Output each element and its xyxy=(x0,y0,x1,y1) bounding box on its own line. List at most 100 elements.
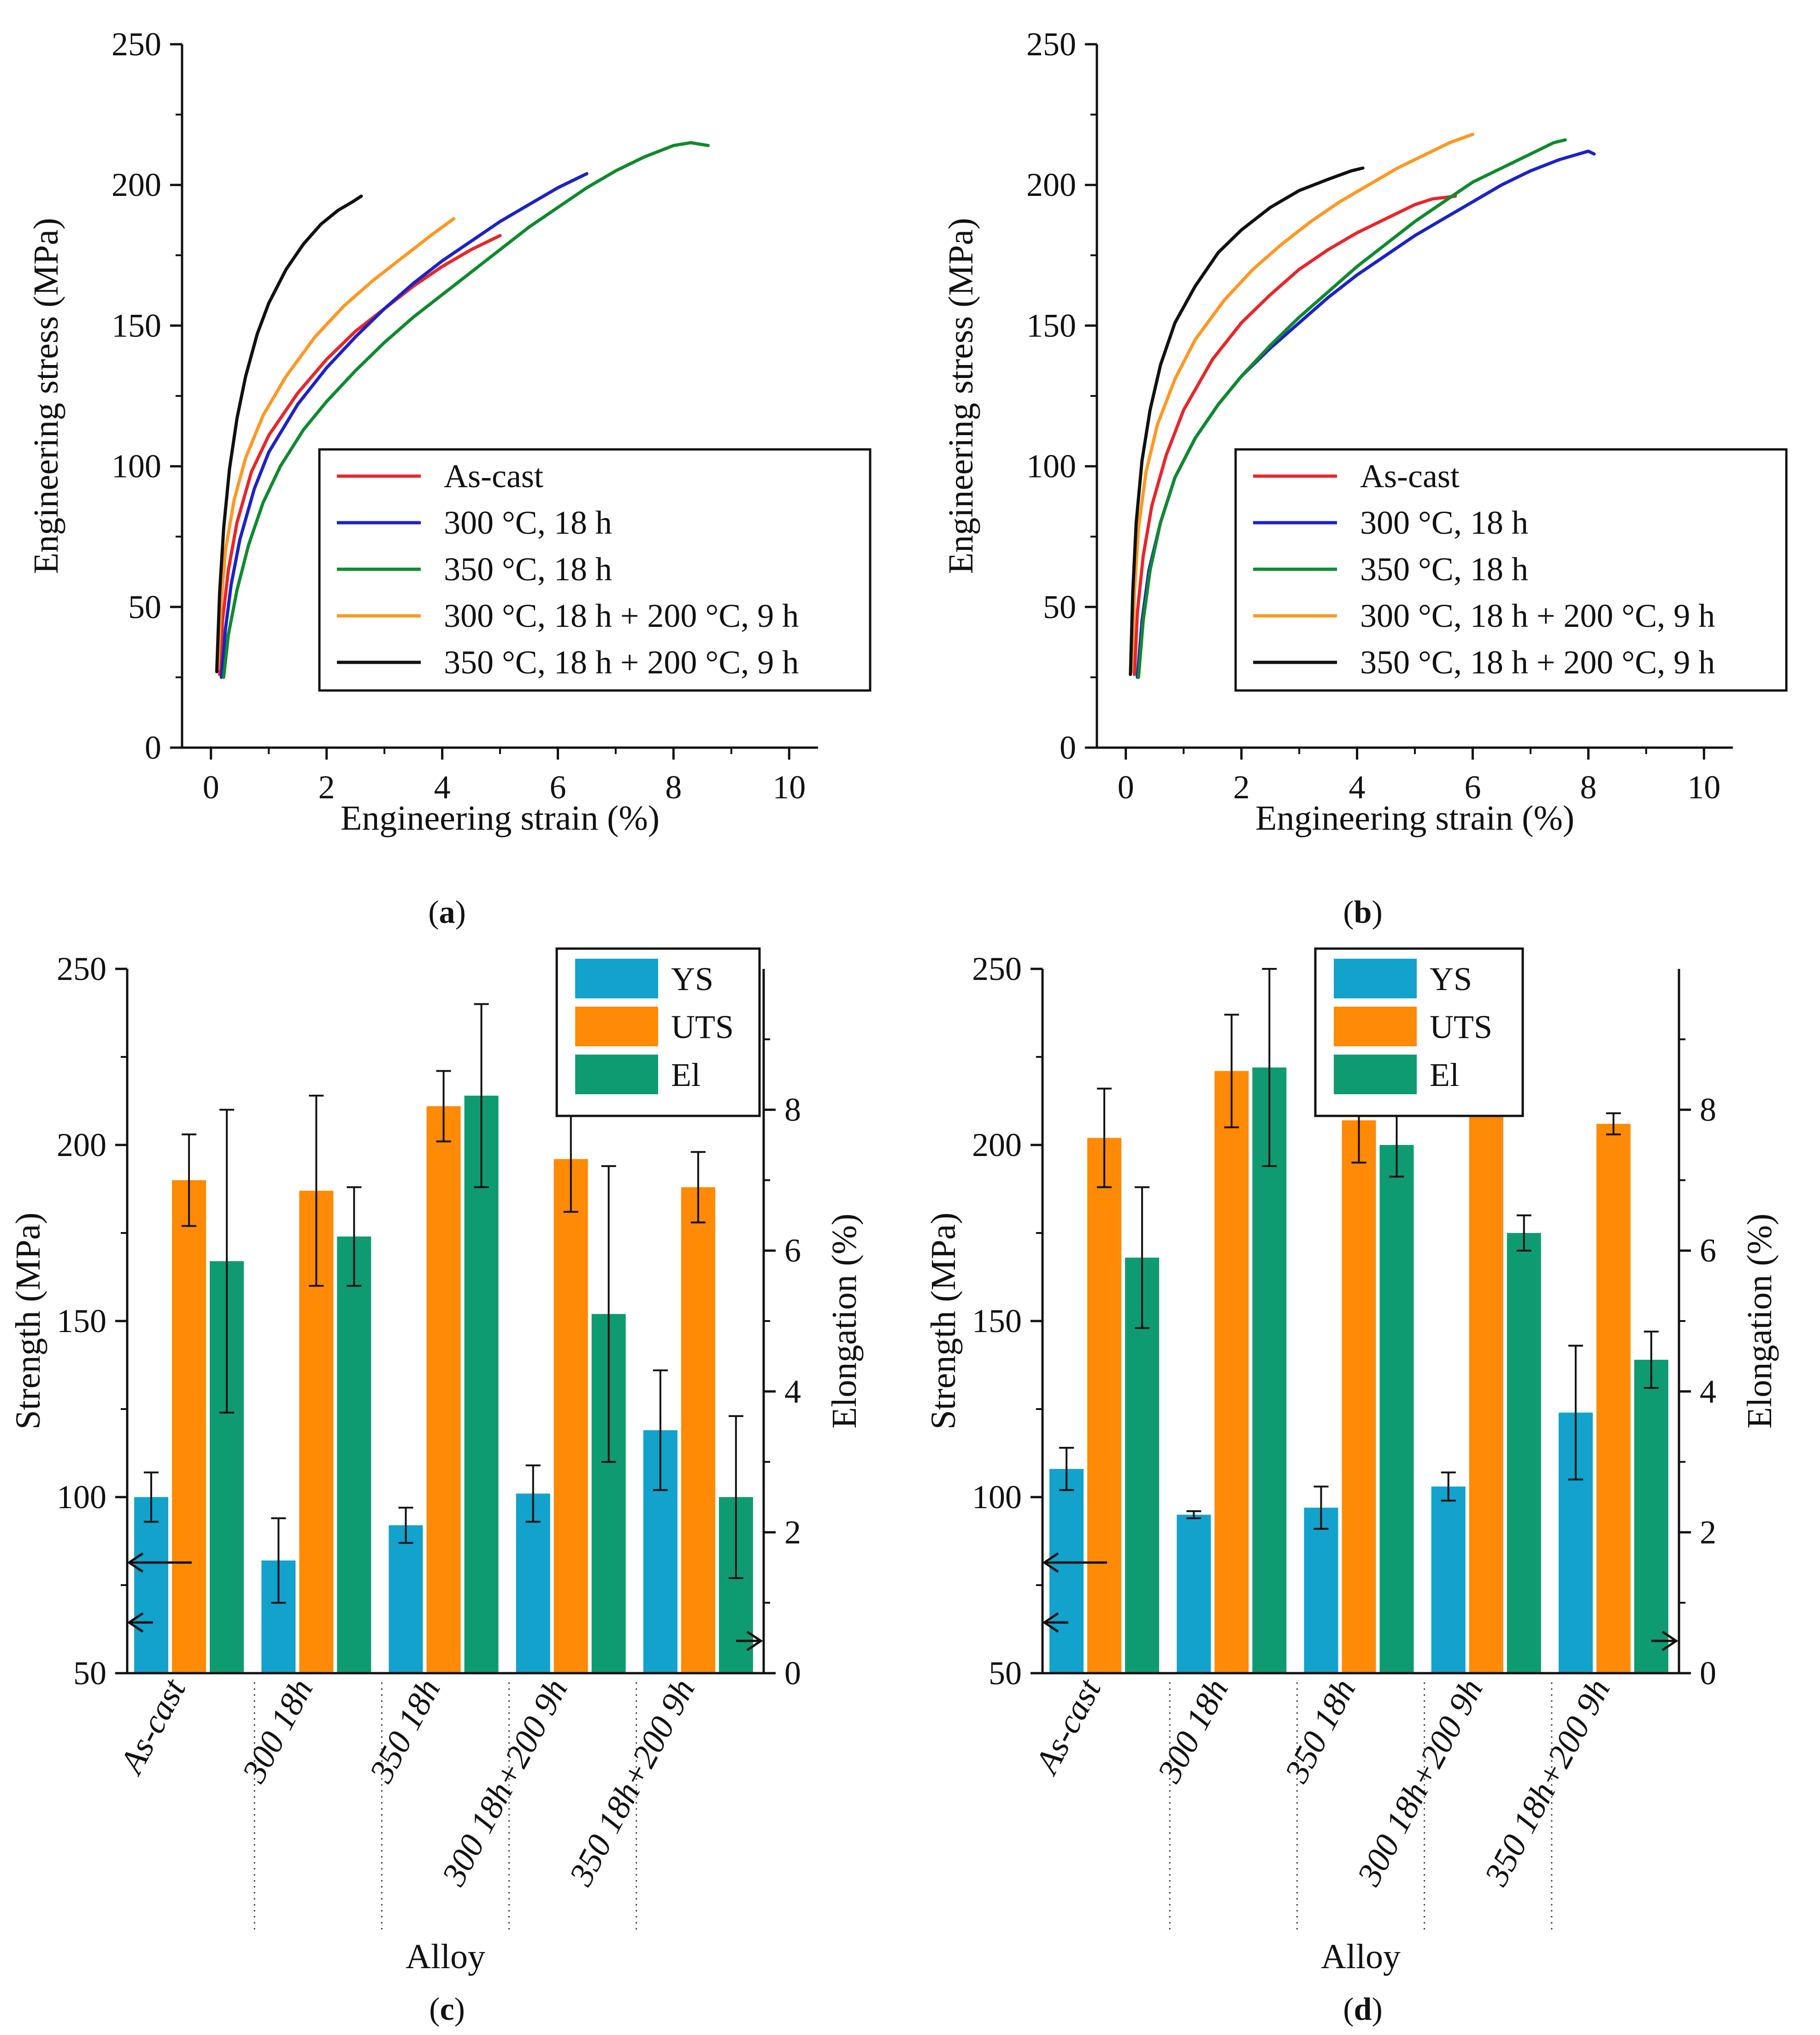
x-tick-label-6: 6 xyxy=(549,769,566,806)
y2-tick-label-8: 8 xyxy=(784,1091,801,1128)
x-tick-label-6: 6 xyxy=(1464,769,1481,806)
legend-label-300-c-18-h: 300 °C, 18 h xyxy=(444,504,612,541)
panel-label-d-letter: d xyxy=(1354,1992,1372,2027)
panel-label-b-letter: b xyxy=(1354,895,1372,930)
legend: As-cast 300 °C, 18 h 350 °C, 18 h 300 °C, 1… xyxy=(318,448,872,692)
x-tick-label-10: 10 xyxy=(772,769,806,806)
bar-uts-as-cast xyxy=(1087,1138,1122,1673)
y-tick-label-50: 50 xyxy=(128,589,161,625)
y2-tick-label-4: 4 xyxy=(784,1373,801,1410)
legend-label-uts: UTS xyxy=(1430,1009,1492,1045)
panel-label-c: (c) xyxy=(429,1992,465,2027)
panel-label-a-letter: a xyxy=(439,895,455,930)
y-tick-label-200: 200 xyxy=(57,1127,106,1163)
y-tick-label-150: 150 xyxy=(1026,307,1076,344)
y-tick-label-100: 100 xyxy=(112,448,161,485)
y-axis-label: Strength (MPa) xyxy=(924,1213,963,1430)
y2-axis-label: Elongation (%) xyxy=(825,1214,864,1428)
x-axis-label: Alloy xyxy=(1321,1937,1401,1976)
legend-label-ys: YS xyxy=(1430,961,1472,997)
arrow-left-lower-head xyxy=(1042,1612,1059,1633)
bar-ys-as-cast xyxy=(134,1497,169,1673)
y-axis-label: Engineering stress (MPa) xyxy=(27,218,65,574)
series-line-350-c-18-h-200-c-9-h xyxy=(1129,166,1365,676)
bar-el-300-18h-200-9h xyxy=(1507,1233,1541,1673)
y-axis-label: Strength (MPa) xyxy=(9,1213,47,1430)
panel-label-c-letter: c xyxy=(440,1992,454,2027)
y-tick-label-250: 250 xyxy=(972,950,1022,987)
bar-ys-300-18h-200-9h xyxy=(1431,1486,1466,1673)
x-tick-label-2: 2 xyxy=(318,769,335,806)
y2-tick-label-2: 2 xyxy=(1700,1514,1716,1551)
bar-ys-350-18h xyxy=(389,1525,423,1673)
x-tick-label-4: 4 xyxy=(1349,769,1366,806)
y-tick-label-50: 50 xyxy=(1043,589,1076,625)
y-tick-label-150: 150 xyxy=(57,1303,106,1339)
bar-ys-350-18h xyxy=(1304,1507,1338,1673)
panel-label-b: (b) xyxy=(1343,895,1383,930)
bar-el-350-18h xyxy=(1379,1145,1414,1673)
arrow-right-head xyxy=(1661,1630,1679,1652)
y-tick-label-250: 250 xyxy=(112,26,161,63)
legend-label-ys: YS xyxy=(671,961,713,997)
legend-label-300-c-18-h: 300 °C, 18 h xyxy=(1360,504,1528,541)
y-tick-label-100: 100 xyxy=(1026,448,1076,485)
bar-ys-as-cast xyxy=(1049,1469,1084,1673)
arrow-left-upper-head xyxy=(127,1552,144,1573)
x-tick-label-2: 2 xyxy=(1233,769,1250,806)
legend-label-uts: UTS xyxy=(671,1009,734,1045)
y-tick-label-250: 250 xyxy=(57,950,106,987)
arrow-left-lower-head xyxy=(127,1612,144,1633)
legend-swatch-uts xyxy=(1334,1007,1417,1046)
y-tick-label-50: 50 xyxy=(73,1655,106,1692)
y-tick-label-100: 100 xyxy=(972,1479,1022,1516)
legend-label-350-c-18-h-200-c-9-h: 350 °C, 18 h + 200 °C, 9 h xyxy=(444,644,799,681)
legend-swatch-el xyxy=(1334,1055,1417,1094)
bar-uts-350-18h xyxy=(1342,1120,1376,1673)
bar-el-350-18h xyxy=(464,1096,499,1673)
bar-el-350-18h-200-9h xyxy=(1634,1360,1668,1673)
legend: YS UTS El xyxy=(1314,947,1524,1117)
legend-swatch-uts xyxy=(575,1007,658,1046)
series-line-as-cast xyxy=(1133,195,1457,676)
bar-uts-as-cast xyxy=(172,1180,206,1673)
x-axis-label: Alloy xyxy=(406,1937,485,1976)
series-line-350-c-18-h xyxy=(222,141,710,679)
legend-swatch-ys xyxy=(575,959,658,998)
panel-label-a: (a) xyxy=(428,895,466,930)
series-line-300-c-18-h-200-c-9-h xyxy=(216,217,456,671)
y-axis-label: Engineering stress (MPa) xyxy=(942,218,980,574)
y2-tick-label-0: 0 xyxy=(1700,1655,1716,1692)
y-tick-label-150: 150 xyxy=(112,307,161,344)
y2-tick-label-0: 0 xyxy=(784,1655,801,1692)
y-tick-label-0: 0 xyxy=(1060,729,1076,766)
legend-label-el: El xyxy=(1430,1056,1459,1093)
bar-ys-300-18h-200-9h xyxy=(516,1493,550,1673)
series-line-300-c-18-h xyxy=(219,172,589,679)
legend-swatch-el xyxy=(575,1055,658,1094)
legend: As-cast 300 °C, 18 h 350 °C, 18 h 300 °C, 1… xyxy=(1234,448,1788,692)
series-line-300-c-18-h-200-c-9-h xyxy=(1130,132,1474,673)
svg-text:(d): (d) xyxy=(1343,1992,1383,2027)
bar-uts-350-18h xyxy=(426,1106,461,1673)
legend-label-350-c-18-h-200-c-9-h: 350 °C, 18 h + 200 °C, 9 h xyxy=(1360,644,1715,681)
y-tick-label-250: 250 xyxy=(1026,26,1076,63)
bar-el-300-18h xyxy=(1252,1067,1287,1673)
svg-text:(b): (b) xyxy=(1343,895,1383,930)
y2-axis-label: Elongation (%) xyxy=(1740,1214,1779,1428)
legend-swatch-ys xyxy=(1334,959,1417,998)
x-tick-label-0: 0 xyxy=(1118,769,1134,806)
y-tick-label-200: 200 xyxy=(1026,166,1076,203)
x-axis-label: Engineering strain (%) xyxy=(1255,799,1574,838)
legend-label-300-c-18-h-200-c-9-h: 300 °C, 18 h + 200 °C, 9 h xyxy=(444,597,799,634)
bar-uts-300-18h xyxy=(1214,1071,1249,1673)
y-tick-label-200: 200 xyxy=(972,1127,1022,1163)
y-tick-label-100: 100 xyxy=(57,1479,106,1516)
y-tick-label-0: 0 xyxy=(145,729,161,766)
y-tick-label-50: 50 xyxy=(989,1655,1022,1692)
series-line-350-c-18-h xyxy=(1137,138,1567,679)
